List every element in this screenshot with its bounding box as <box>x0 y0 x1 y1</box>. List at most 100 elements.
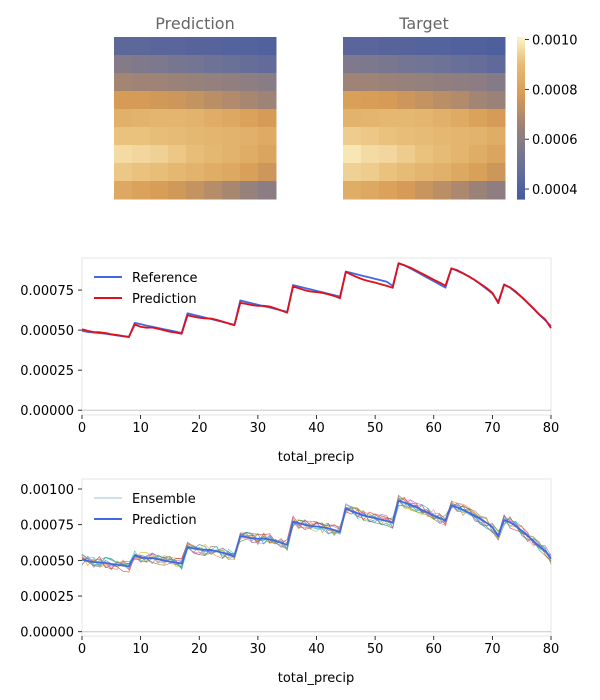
heatmap-cell <box>150 109 169 128</box>
heatmap-cell <box>258 37 277 56</box>
ensemble-member-line <box>81 498 552 573</box>
heatmap-cell <box>397 127 416 146</box>
heatmap-cell <box>204 91 223 110</box>
colorbar-segment <box>517 150 525 154</box>
heatmap-cell <box>132 73 151 92</box>
x-tick-label: 0 <box>78 421 86 436</box>
heatmap-cell <box>415 145 434 164</box>
heatmap-cell <box>469 163 488 182</box>
heatmap-cell <box>132 145 151 164</box>
heatmap-cell <box>433 109 452 128</box>
heatmap-cell <box>343 91 362 110</box>
colorbar-segment <box>517 50 525 54</box>
x-tick-label: 20 <box>191 642 208 657</box>
heatmap-cell <box>240 55 259 74</box>
heatmap-cell <box>451 127 470 146</box>
colorbar-segment <box>517 128 525 133</box>
colorbar-segment <box>517 55 525 60</box>
heatmap-cell <box>487 73 506 92</box>
series-line-prediction <box>81 262 552 338</box>
heatmap-cell <box>132 109 151 128</box>
heatmap-cell <box>186 55 205 74</box>
heatmap-cell <box>343 73 362 92</box>
heatmap-cell <box>204 181 223 200</box>
heatmap-cell <box>258 73 277 92</box>
x-tick-label: 50 <box>367 421 384 436</box>
heatmap-cell <box>240 37 259 56</box>
heatmap-cell <box>469 91 488 110</box>
ensemble-member-line <box>81 499 552 571</box>
colorbar-segment <box>517 64 525 68</box>
heatmap-cell <box>379 73 398 92</box>
heatmap-cell <box>168 91 187 110</box>
heatmap-cell <box>186 127 205 146</box>
heatmap-cell <box>132 55 151 74</box>
heatmap-cell <box>451 73 470 92</box>
heatmap-cell <box>451 37 470 56</box>
colorbar-segment <box>517 172 525 176</box>
x-tick-label: 20 <box>191 421 208 436</box>
heatmap-cell <box>204 55 223 74</box>
heatmap-cell <box>397 73 416 92</box>
x-tick-label: 40 <box>308 421 325 436</box>
heatmap-cell <box>168 181 187 200</box>
heatmap-cell <box>487 145 506 164</box>
heatmap-cell <box>258 163 277 182</box>
x-tick-label: 80 <box>543 421 560 436</box>
heatmap-cell <box>240 145 259 164</box>
legend-ensemble-label: Ensemble <box>132 492 196 507</box>
colorbar-segment <box>517 82 525 87</box>
colorbar-segment <box>517 131 525 135</box>
colorbar-segment <box>517 72 525 76</box>
heatmap-cell <box>186 109 205 128</box>
x-tick-label: 30 <box>250 642 267 657</box>
heatmap-cell <box>361 91 380 110</box>
heatmap-cell <box>343 37 362 56</box>
x-tick-label: 60 <box>425 421 442 436</box>
y-tick-label: 0.00075 <box>20 519 74 534</box>
heatmap-cell <box>168 55 187 74</box>
colorbar-segment <box>517 99 525 103</box>
heatmap-cell <box>343 181 362 200</box>
heatmap-cell <box>487 109 506 128</box>
heatmap-cell <box>343 127 362 146</box>
heatmap-cell <box>114 145 133 164</box>
heatmap-cell <box>132 181 151 200</box>
heatmap-cell <box>186 91 205 110</box>
y-tick-label: 0.00025 <box>20 590 74 605</box>
colorbar-tick-label: 0.0008 <box>532 83 578 98</box>
colorbar-segment <box>517 190 525 195</box>
heatmap-cell <box>132 163 151 182</box>
heatmap-cell <box>415 163 434 182</box>
heatmap-cell <box>397 55 416 74</box>
colorbar-segment <box>517 134 525 138</box>
heatmap-cell <box>469 109 488 128</box>
heatmap-cell <box>114 109 133 128</box>
heatmap-cell <box>132 37 151 56</box>
colorbar-segment <box>517 145 525 149</box>
colorbar-segment <box>517 185 525 189</box>
heatmap-cell <box>451 163 470 182</box>
heatmap-cell <box>204 163 223 182</box>
colorbar-segment <box>517 123 525 127</box>
heatmap-cell <box>204 37 223 56</box>
heatmap-cell <box>451 109 470 128</box>
colorbar-segment <box>517 174 525 178</box>
colorbar-segment <box>517 196 525 200</box>
heatmap-cell <box>150 55 169 74</box>
heatmap-cell <box>343 145 362 164</box>
colorbar-segment <box>517 66 525 70</box>
heatmap-cell <box>361 109 380 128</box>
heatmap-cell <box>222 127 241 146</box>
heatmap-cell <box>379 127 398 146</box>
heatmap-cell <box>114 55 133 74</box>
heatmap-cell <box>361 37 380 56</box>
colorbar-segment <box>517 77 525 81</box>
heatmap-cell <box>397 109 416 128</box>
heatmap-cell <box>204 127 223 146</box>
heatmap-cell <box>132 127 151 146</box>
heatmap-cell <box>469 181 488 200</box>
heatmap-cell <box>415 73 434 92</box>
heatmap-cell <box>433 37 452 56</box>
